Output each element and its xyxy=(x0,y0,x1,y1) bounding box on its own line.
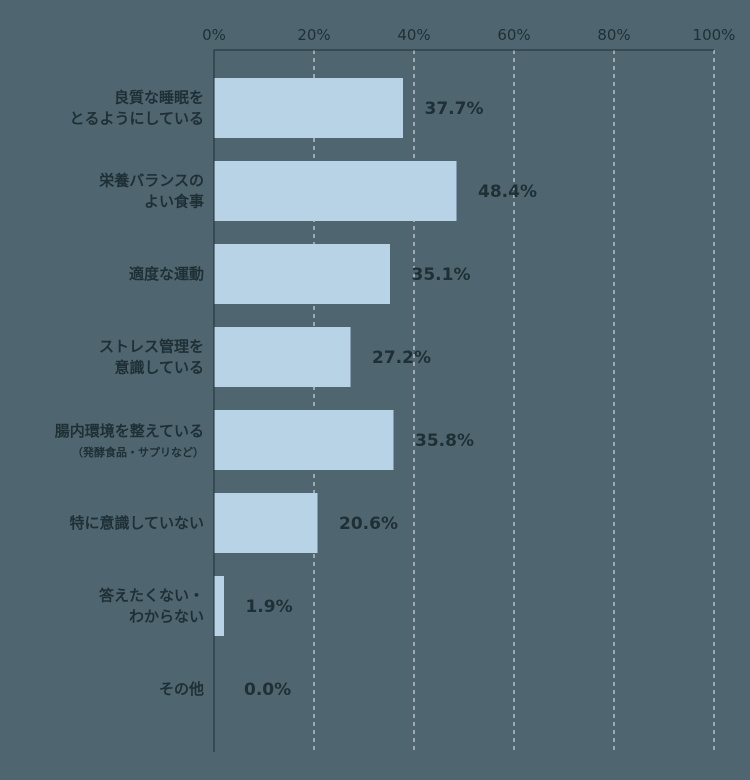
value-label: 48.4% xyxy=(478,182,537,202)
category-label: ストレス管理を xyxy=(99,338,204,356)
value-label: 0.0% xyxy=(244,680,291,700)
bar-3 xyxy=(214,327,351,387)
bar-0 xyxy=(214,78,403,138)
category-label: とるようにしている xyxy=(69,110,204,128)
bar-1 xyxy=(214,161,457,221)
category-label: 適度な運動 xyxy=(129,265,204,283)
category-label: その他 xyxy=(159,680,204,698)
value-label: 35.1% xyxy=(412,265,471,285)
category-label: 腸内環境を整えている xyxy=(55,422,204,440)
x-tick-label: 60% xyxy=(497,26,530,44)
category-label: 良質な睡眠を xyxy=(114,89,204,107)
bar-2 xyxy=(214,244,390,304)
value-label: 35.8% xyxy=(415,431,474,451)
category-label: 特に意識していない xyxy=(69,514,204,532)
value-label: 20.6% xyxy=(339,514,398,534)
category-label: 栄養バランスの xyxy=(98,172,204,190)
category-label: 意識している xyxy=(114,359,204,377)
category-label: よい食事 xyxy=(144,193,204,211)
x-tick-label: 100% xyxy=(693,26,736,44)
x-tick-label: 20% xyxy=(297,26,330,44)
x-tick-label: 40% xyxy=(397,26,430,44)
value-label: 1.9% xyxy=(246,597,293,617)
category-label: わからない xyxy=(129,608,204,626)
x-tick-label: 80% xyxy=(597,26,630,44)
value-label: 37.7% xyxy=(425,99,484,119)
bar-4 xyxy=(214,410,394,470)
category-sublabel: （発酵食品・サプリなど） xyxy=(72,445,204,459)
x-tick-label: 0% xyxy=(202,26,226,44)
bar-6 xyxy=(214,576,224,636)
bar-5 xyxy=(214,493,318,553)
category-label: 答えたくない・ xyxy=(99,587,204,605)
value-label: 27.2% xyxy=(372,348,431,368)
